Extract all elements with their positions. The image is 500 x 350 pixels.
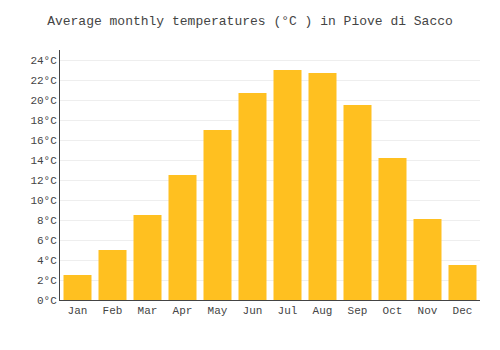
svg-text:Mar: Mar bbox=[138, 305, 158, 317]
svg-text:Average monthly temperatures (: Average monthly temperatures (°C ) in Pi… bbox=[47, 14, 453, 29]
svg-text:16°C: 16°C bbox=[30, 135, 57, 147]
svg-text:Feb: Feb bbox=[103, 305, 123, 317]
svg-text:Aug: Aug bbox=[313, 305, 333, 317]
svg-text:Jun: Jun bbox=[243, 305, 263, 317]
svg-text:2°C: 2°C bbox=[37, 275, 57, 287]
svg-text:Apr: Apr bbox=[173, 305, 193, 317]
svg-text:Jul: Jul bbox=[278, 305, 298, 317]
svg-text:18°C: 18°C bbox=[30, 115, 57, 127]
svg-text:6°C: 6°C bbox=[37, 235, 57, 247]
svg-text:May: May bbox=[208, 305, 228, 317]
svg-text:4°C: 4°C bbox=[37, 255, 57, 267]
svg-text:Sep: Sep bbox=[348, 305, 368, 317]
svg-text:14°C: 14°C bbox=[30, 155, 57, 167]
svg-text:10°C: 10°C bbox=[30, 195, 57, 207]
svg-text:Dec: Dec bbox=[453, 305, 473, 317]
svg-text:Oct: Oct bbox=[383, 305, 403, 317]
svg-text:Jan: Jan bbox=[68, 305, 88, 317]
svg-text:20°C: 20°C bbox=[30, 95, 57, 107]
svg-text:12°C: 12°C bbox=[30, 175, 57, 187]
svg-text:0°C: 0°C bbox=[37, 295, 57, 307]
svg-text:Nov: Nov bbox=[418, 305, 438, 317]
svg-text:22°C: 22°C bbox=[30, 75, 57, 87]
svg-text:24°C: 24°C bbox=[30, 55, 57, 67]
svg-text:8°C: 8°C bbox=[37, 215, 57, 227]
